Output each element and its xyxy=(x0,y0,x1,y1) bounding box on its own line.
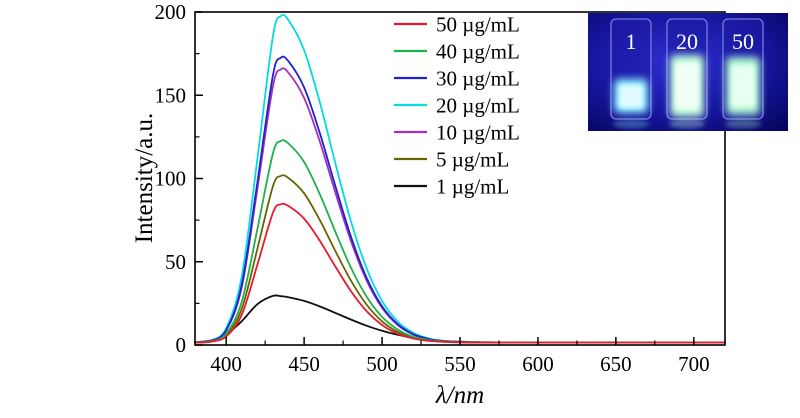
legend-label: 1 µg/mL xyxy=(436,175,509,199)
vial-2-reflection xyxy=(669,119,705,129)
legend-item: 50 µg/mL xyxy=(394,13,520,37)
inset-vial-2 xyxy=(666,18,708,129)
y-tick-label: 150 xyxy=(155,83,187,107)
plot-area: 400 450 500 550 600 650 700 0 50 100 150 200 xyxy=(155,0,726,376)
y-tick-label: 0 xyxy=(176,333,187,357)
y-tick-label: 100 xyxy=(155,167,187,191)
y-tick-label: 200 xyxy=(155,0,187,24)
inset-vial-3 xyxy=(722,18,764,129)
legend-label: 50 µg/mL xyxy=(436,13,520,37)
y-axis-label: Intensity/a.u. xyxy=(131,113,158,244)
legend-item: 20 µg/mL xyxy=(394,94,520,118)
vial-1-reflection xyxy=(613,119,649,129)
x-tick-label: 500 xyxy=(366,352,398,376)
vial-3-glow-core xyxy=(731,65,755,107)
curve-1-g-ml xyxy=(194,294,726,344)
curve-5-g-ml xyxy=(194,174,726,344)
inset-label-1: 1 xyxy=(626,29,637,54)
legend-item: 5 µg/mL xyxy=(394,148,509,172)
legend-label: 40 µg/mL xyxy=(436,40,520,64)
legend-label: 30 µg/mL xyxy=(436,67,520,91)
vial-2-glow-core xyxy=(675,63,699,109)
x-tick-label: 600 xyxy=(522,352,554,376)
legend-label: 20 µg/mL xyxy=(436,94,520,118)
inset-label-50: 50 xyxy=(732,29,754,54)
vial-3-reflection xyxy=(725,119,761,129)
spectra-curves xyxy=(194,13,726,344)
x-tick-label: 650 xyxy=(600,352,632,376)
legend-item: 40 µg/mL xyxy=(394,40,520,64)
y-tick-label: 50 xyxy=(165,250,186,274)
x-tick-label: 450 xyxy=(288,352,320,376)
x-tick-label: 550 xyxy=(444,352,476,376)
legend: 50 µg/mL 40 µg/mL 30 µg/mL 20 µg/mL 10 µg/mL… xyxy=(394,13,520,199)
x-tick-label: 700 xyxy=(678,352,710,376)
legend-item: 10 µg/mL xyxy=(394,121,520,145)
inset-label-20: 20 xyxy=(676,29,698,54)
x-axis-label: λ/nm xyxy=(435,382,484,409)
inset-vial-1 xyxy=(610,18,652,129)
inset-uv-photo: 1 20 50 xyxy=(588,13,788,131)
legend-label: 5 µg/mL xyxy=(436,148,509,172)
legend-item: 1 µg/mL xyxy=(394,175,509,199)
axis-ticks xyxy=(195,11,695,346)
vial-1-glow-core xyxy=(619,85,643,108)
axis-tick-labels: 400 450 500 550 600 650 700 0 50 100 150 200 xyxy=(155,0,710,376)
x-tick-label: 400 xyxy=(210,352,242,376)
legend-label: 10 µg/mL xyxy=(436,121,520,145)
legend-item: 30 µg/mL xyxy=(394,67,520,91)
curve-50-g-ml xyxy=(194,202,726,344)
